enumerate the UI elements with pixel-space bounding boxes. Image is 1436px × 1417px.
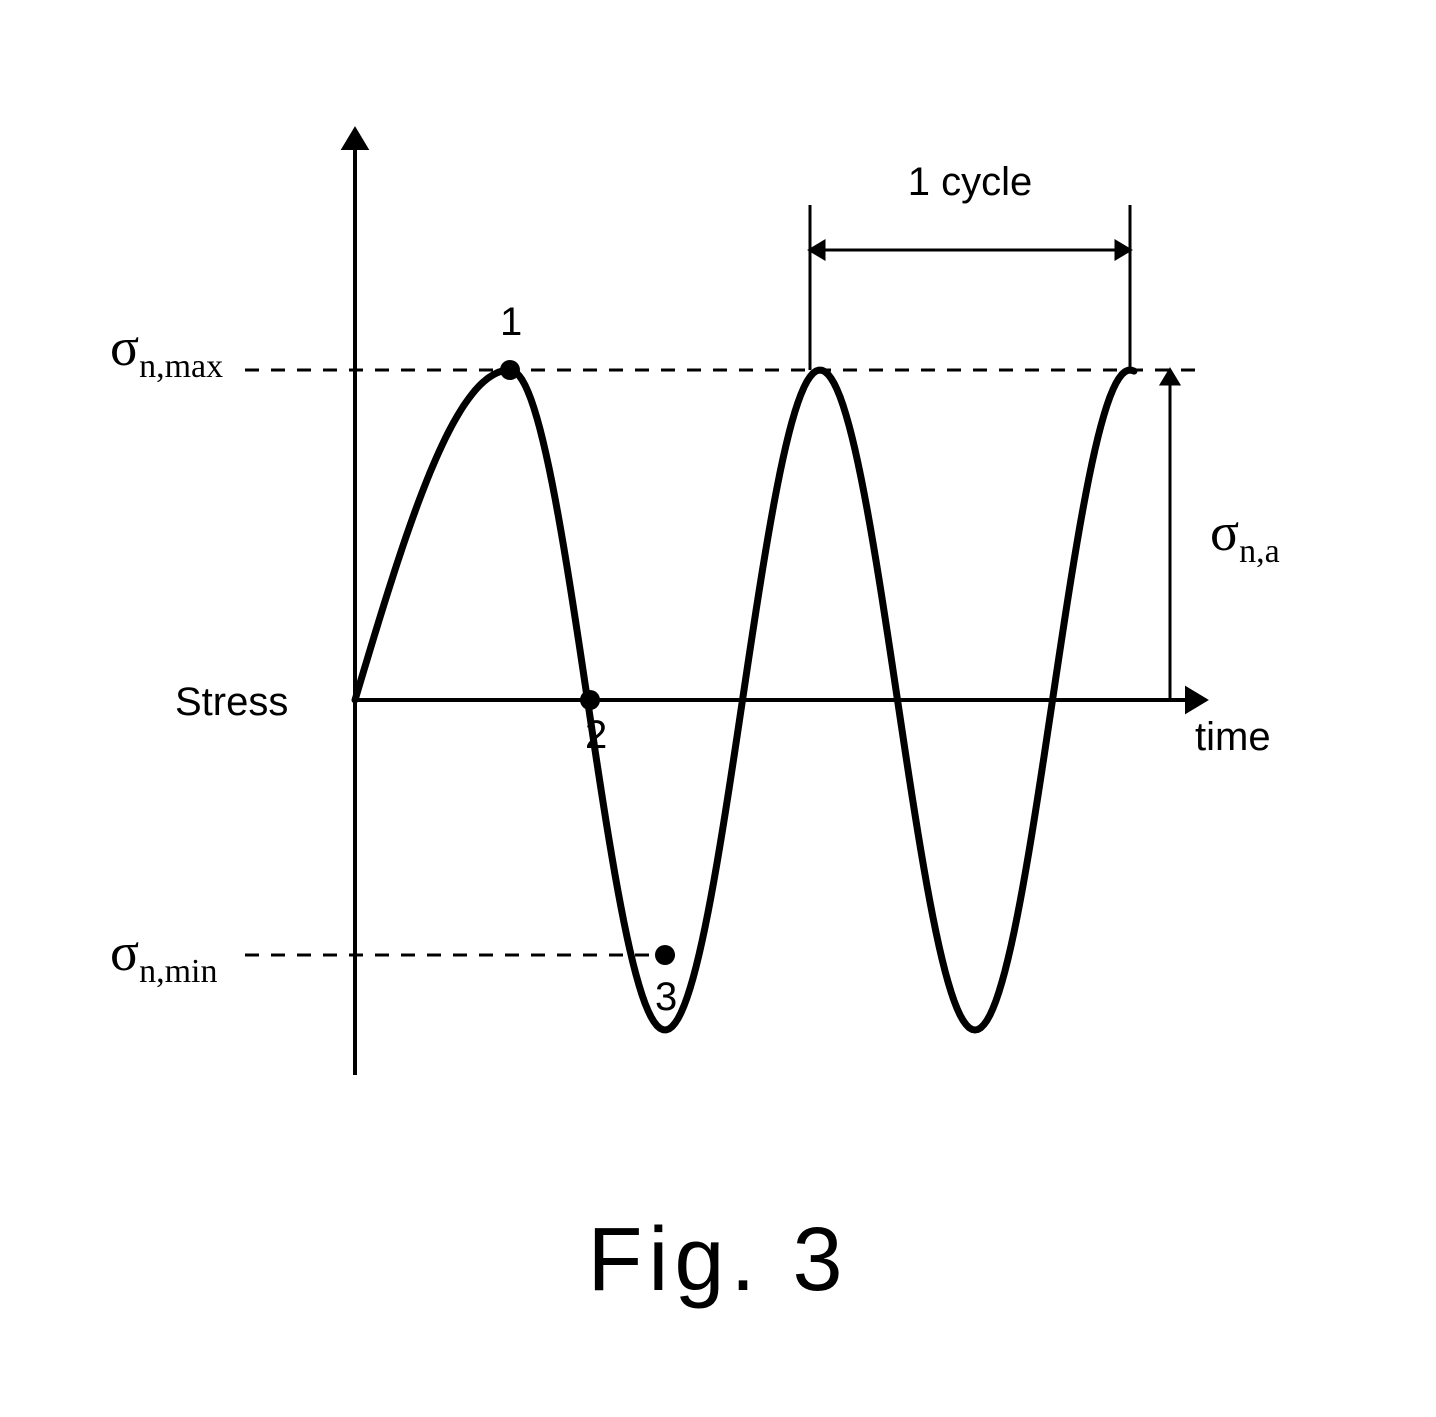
sigma-min-label: σn,min (110, 922, 218, 990)
figure-caption: Fig. 3 (587, 1210, 848, 1310)
point-2-label: 2 (585, 713, 607, 757)
cycle-label: 1 cycle (908, 160, 1033, 204)
sigma-amp-label: σn,a (1210, 502, 1280, 570)
point-2 (580, 690, 600, 710)
point-1-label: 1 (500, 300, 522, 344)
point-3-label: 3 (655, 975, 677, 1019)
sigma-max-label: σn,max (110, 317, 223, 385)
y-axis-label: Stress (175, 680, 288, 724)
x-axis-label: time (1195, 715, 1271, 759)
point-1 (500, 360, 520, 380)
point-3 (655, 945, 675, 965)
